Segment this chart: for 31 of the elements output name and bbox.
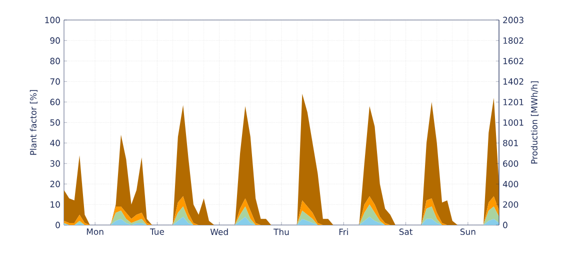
y-tick-label: 60 <box>50 98 60 106</box>
x-tick-label: Wed <box>210 228 228 236</box>
y-tick-label: 10 <box>50 201 60 208</box>
y-tick-label: 80 <box>50 58 60 64</box>
y2-tick-label: 1201 <box>503 98 524 106</box>
x-tick-label: Fri <box>339 228 348 235</box>
y-axis-title: Plant factor [%] <box>30 90 38 155</box>
y-tick-label: 50 <box>50 119 60 126</box>
x-tick-label: Sat <box>399 228 413 235</box>
y-tick-label: 30 <box>50 160 60 167</box>
x-tick-label: Tue <box>150 228 164 235</box>
y2-tick-label: 1802 <box>503 37 524 44</box>
y2-tick-label: 400 <box>502 180 518 188</box>
y2-tick-label: 1001 <box>503 119 524 126</box>
y2-axis-title: Production [MWh/h] <box>530 81 538 164</box>
y2-tick-label: 0 <box>503 222 508 228</box>
y-tick-label: 20 <box>50 180 60 188</box>
y2-tick-label: 1602 <box>503 58 524 64</box>
y2-tick-label: 801 <box>503 140 518 146</box>
y-tick-label: 40 <box>50 140 60 146</box>
y-tick-label: 100 <box>45 16 60 24</box>
x-tick-label: Sun <box>460 228 476 235</box>
y2-tick-label: 200 <box>503 201 518 208</box>
y-tick-label: 0 <box>56 222 60 228</box>
x-tick-label: Mon <box>86 228 104 235</box>
y-tick-label: 70 <box>50 78 60 85</box>
y2-tick-label: 1402 <box>503 78 524 85</box>
y2-tick-label: 2003 <box>503 16 524 24</box>
x-tick-label: Thu <box>274 228 289 236</box>
y-tick-label: 90 <box>50 37 60 44</box>
y2-tick-label: 600 <box>503 160 518 167</box>
